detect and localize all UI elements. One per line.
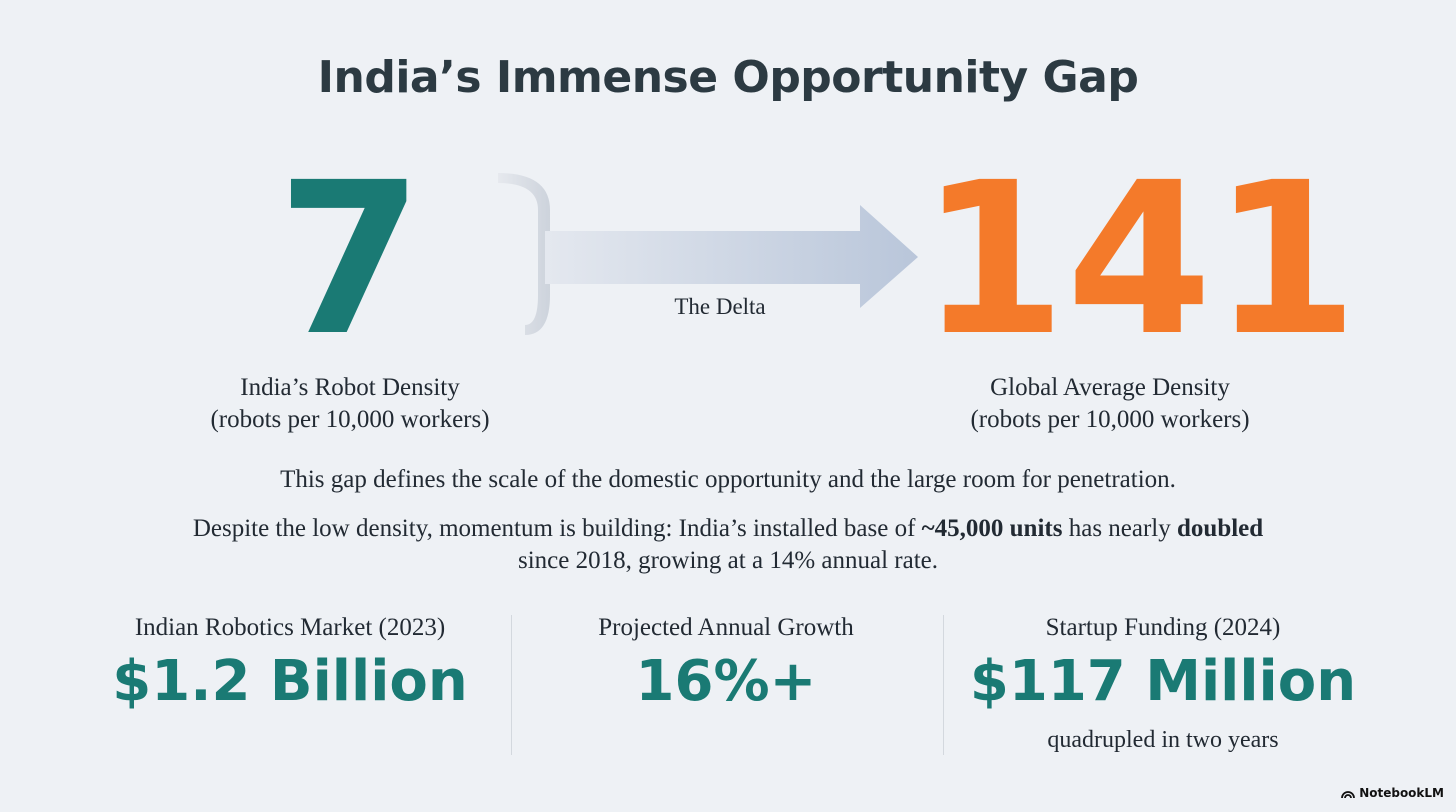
stat-market-value: $1.2 Billion — [112, 649, 468, 714]
stat-growth-label: Projected Annual Growth — [598, 614, 854, 641]
gap-statement: This gap defines the scale of the domest… — [280, 466, 1176, 493]
momentum-text-2: has nearly — [1062, 515, 1178, 542]
delta-label: The Delta — [674, 294, 766, 319]
delta-arrow-graphic — [498, 173, 918, 335]
global-density-label: Global Average Density (robots per 10,00… — [900, 372, 1320, 436]
delta-bracket-shape — [498, 173, 550, 335]
india-density-label: India’s Robot Density (robots per 10,000… — [150, 372, 550, 436]
brand-label: NotebookLM — [1359, 786, 1444, 800]
stat-divider — [943, 615, 944, 755]
momentum-installed-base: ~45,000 units — [921, 515, 1063, 542]
india-density-label-line2: (robots per 10,000 workers) — [210, 406, 490, 433]
stat-funding-note: quadrupled in two years — [1047, 727, 1279, 753]
page-title: India’s Immense Opportunity Gap — [317, 52, 1139, 103]
momentum-doubled: doubled — [1177, 515, 1264, 542]
india-density-label-line1: India’s Robot Density — [240, 374, 460, 401]
notebooklm-brand: NotebookLM — [1341, 786, 1444, 800]
delta-arrow-shape — [545, 205, 918, 308]
global-density-value: 141 — [920, 137, 1359, 382]
stat-funding-label: Startup Funding (2024) — [1045, 614, 1281, 641]
global-density-label-line1: Global Average Density — [990, 374, 1230, 401]
notebooklm-logo-icon — [1341, 790, 1356, 798]
stat-funding-value: $117 Million — [969, 649, 1357, 714]
global-density-label-line2: (robots per 10,000 workers) — [970, 406, 1250, 433]
momentum-text-1: Despite the low density, momentum is bui… — [192, 515, 922, 542]
stat-divider — [511, 615, 512, 755]
momentum-text-3: since 2018, growing at a 14% annual rate… — [517, 547, 938, 574]
stat-market-label: Indian Robotics Market (2023) — [134, 614, 446, 641]
stat-growth-value: 16%+ — [635, 649, 817, 714]
momentum-statement: Despite the low density, momentum is bui… — [180, 513, 1276, 577]
india-density-value: 7 — [276, 137, 424, 382]
